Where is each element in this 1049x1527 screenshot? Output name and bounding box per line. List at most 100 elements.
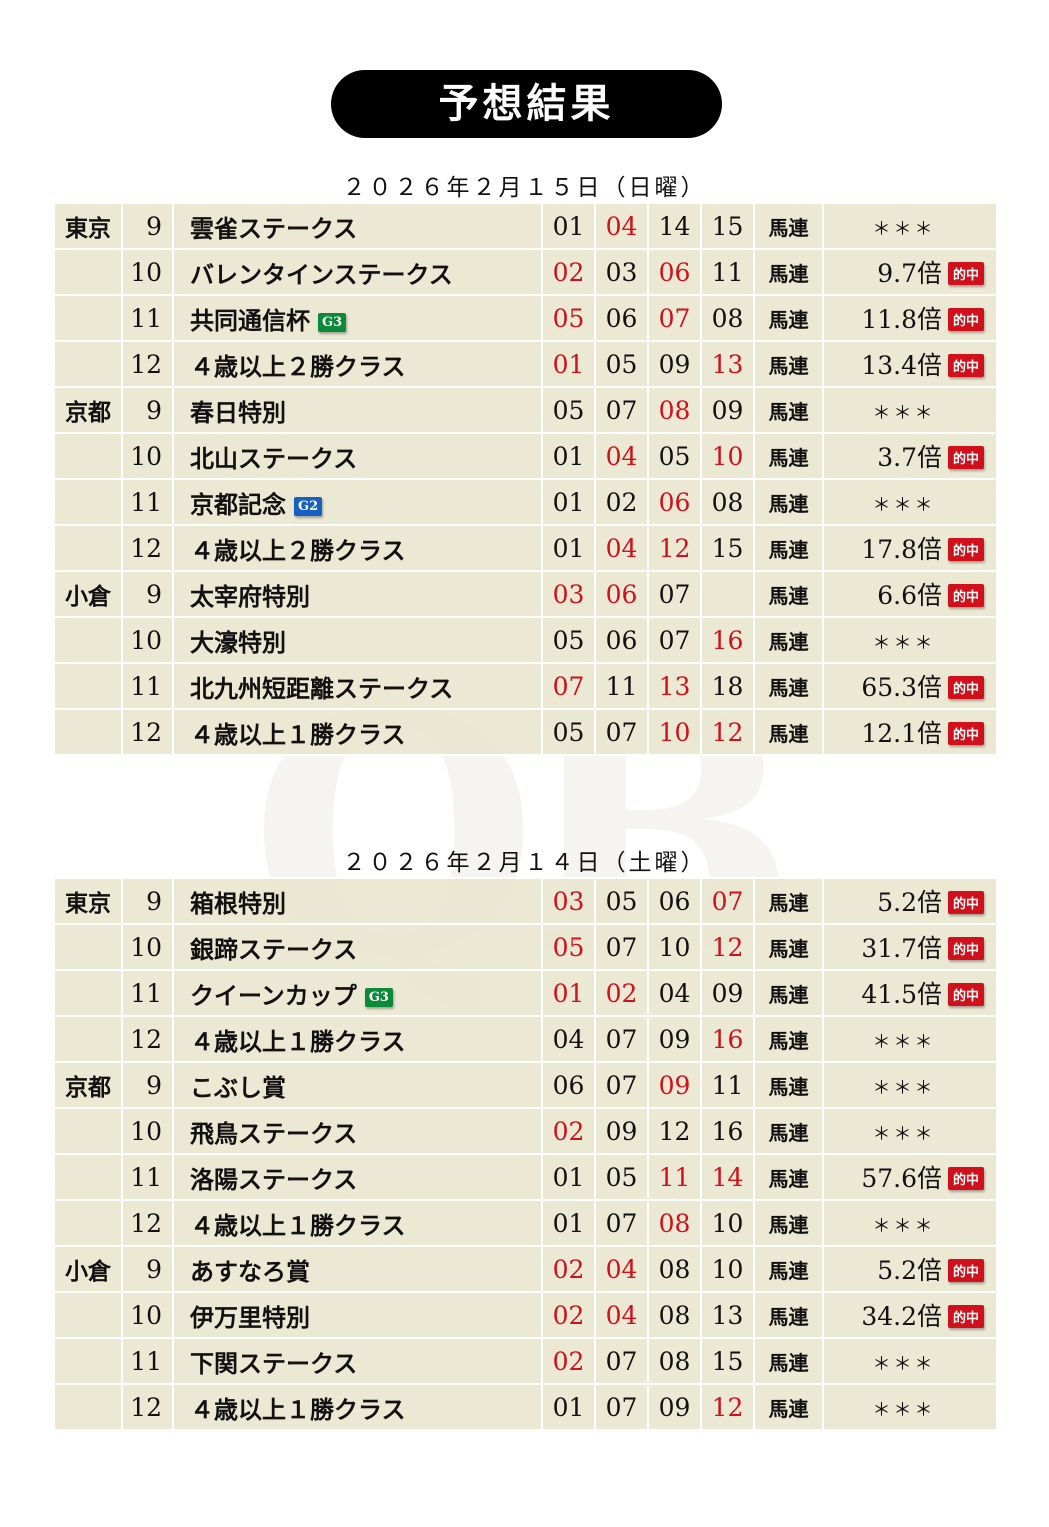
race-number: 10 bbox=[121, 432, 174, 480]
result-cell: ＊＊＊ bbox=[822, 1383, 998, 1431]
pick-number: 02 bbox=[541, 248, 596, 296]
result-cell: ＊＊＊ bbox=[822, 1061, 998, 1109]
payout: 5.2倍 bbox=[877, 888, 942, 917]
pick-number: 05 bbox=[594, 340, 649, 388]
race-number: 11 bbox=[121, 478, 174, 526]
pick-number: 14 bbox=[700, 1153, 755, 1201]
pick-number: 07 bbox=[594, 1383, 649, 1431]
venue-cell bbox=[53, 1107, 123, 1155]
race-name: バレンタインステークス bbox=[190, 259, 453, 289]
race-name-cell: クイーンカップ G3 bbox=[172, 969, 543, 1017]
pick-number: 02 bbox=[541, 1291, 596, 1339]
result-cell: ＊＊＊ bbox=[822, 1015, 998, 1063]
bet-type: 馬連 bbox=[753, 386, 824, 434]
payout: ＊＊＊ bbox=[872, 402, 936, 424]
pick-number: 07 bbox=[594, 1015, 649, 1063]
pick-number: 07 bbox=[647, 616, 702, 664]
race-number: 9 bbox=[121, 386, 174, 434]
pick-number: 06 bbox=[594, 616, 649, 664]
pick-number: 05 bbox=[541, 708, 596, 756]
pick-number: 01 bbox=[541, 1199, 596, 1247]
hit-badge: 的中 bbox=[947, 937, 984, 960]
bet-type: 馬連 bbox=[753, 1291, 824, 1339]
race-name-cell: こぶし賞 bbox=[172, 1061, 543, 1109]
venue-cell: 京都 bbox=[53, 386, 123, 434]
result-cell: 34.2倍 的中 bbox=[822, 1291, 998, 1339]
result-cell: ＊＊＊ bbox=[822, 202, 998, 250]
payout: 65.3倍 bbox=[861, 673, 942, 702]
race-name-cell: バレンタインステークス bbox=[172, 248, 543, 296]
payout: 17.8倍 bbox=[861, 535, 942, 564]
payout: ＊＊＊ bbox=[872, 1353, 936, 1375]
pick-number: 07 bbox=[594, 386, 649, 434]
result-cell: ＊＊＊ bbox=[822, 386, 998, 434]
pick-number: 09 bbox=[647, 1015, 702, 1063]
race-row: 小倉 9 あすなろ賞 02 04 08 10 馬連 5.2倍 的中 bbox=[53, 1245, 998, 1293]
payout: 13.4倍 bbox=[861, 351, 942, 380]
bet-type: 馬連 bbox=[753, 708, 824, 756]
race-row: 東京 9 雲雀ステークス 01 04 14 15 馬連 ＊＊＊ bbox=[53, 202, 998, 250]
race-row: 11 北九州短距離ステークス 07 11 13 18 馬連 65.3倍 的中 bbox=[53, 662, 998, 710]
pick-number: 04 bbox=[541, 1015, 596, 1063]
payout: 57.6倍 bbox=[861, 1164, 942, 1193]
race-name: 春日特別 bbox=[190, 397, 286, 427]
grade-badge: G3 bbox=[318, 312, 347, 332]
venue-cell bbox=[53, 662, 123, 710]
venue-cell bbox=[53, 1383, 123, 1431]
payout: ＊＊＊ bbox=[872, 1399, 936, 1421]
payout: ＊＊＊ bbox=[872, 218, 936, 240]
bet-type: 馬連 bbox=[753, 202, 824, 250]
payout: 9.7倍 bbox=[877, 259, 942, 288]
bet-type: 馬連 bbox=[753, 1015, 824, 1063]
race-row: 12 ４歳以上２勝クラス 01 05 09 13 馬連 13.4倍 的中 bbox=[53, 340, 998, 388]
race-number: 10 bbox=[121, 923, 174, 971]
race-number: 12 bbox=[121, 524, 174, 572]
pick-number: 06 bbox=[594, 570, 649, 618]
pick-number: 12 bbox=[647, 1107, 702, 1155]
result-cell: ＊＊＊ bbox=[822, 1199, 998, 1247]
race-number: 9 bbox=[121, 202, 174, 250]
race-name-cell: ４歳以上１勝クラス bbox=[172, 708, 543, 756]
pick-number: 02 bbox=[541, 1107, 596, 1155]
race-name-cell: 飛鳥ステークス bbox=[172, 1107, 543, 1155]
pick-number: 05 bbox=[541, 294, 596, 342]
payout: 5.2倍 bbox=[877, 1256, 942, 1285]
pick-number: 09 bbox=[647, 1383, 702, 1431]
race-name-cell: 北山ステークス bbox=[172, 432, 543, 480]
race-name-cell: 共同通信杯 G3 bbox=[172, 294, 543, 342]
race-name-cell: 北九州短距離ステークス bbox=[172, 662, 543, 710]
pick-number: 01 bbox=[541, 524, 596, 572]
result-cell: 11.8倍 的中 bbox=[822, 294, 998, 342]
pick-number: 09 bbox=[647, 340, 702, 388]
race-number: 12 bbox=[121, 1015, 174, 1063]
race-name: クイーンカップ bbox=[190, 980, 357, 1010]
race-name-cell: 銀蹄ステークス bbox=[172, 923, 543, 971]
race-row: 小倉 9 太宰府特別 03 06 07 馬連 6.6倍 的中 bbox=[53, 570, 998, 618]
race-row: 12 ４歳以上１勝クラス 05 07 10 12 馬連 12.1倍 的中 bbox=[53, 708, 998, 756]
hit-badge: 的中 bbox=[947, 1167, 984, 1190]
payout: 34.2倍 bbox=[861, 1302, 942, 1331]
pick-number: 10 bbox=[700, 432, 755, 480]
race-number: 9 bbox=[121, 570, 174, 618]
venue-cell: 東京 bbox=[53, 877, 123, 925]
race-number: 12 bbox=[121, 340, 174, 388]
pick-number: 08 bbox=[700, 294, 755, 342]
race-row: 10 バレンタインステークス 02 03 06 11 馬連 9.7倍 的中 bbox=[53, 248, 998, 296]
race-row: 京都 9 こぶし賞 06 07 09 11 馬連 ＊＊＊ bbox=[53, 1061, 998, 1109]
bet-type: 馬連 bbox=[753, 524, 824, 572]
venue-cell bbox=[53, 708, 123, 756]
pick-number: 07 bbox=[594, 923, 649, 971]
venue-cell bbox=[53, 478, 123, 526]
pick-number bbox=[700, 570, 755, 618]
pick-number: 12 bbox=[700, 923, 755, 971]
race-name: 京都記念 bbox=[190, 489, 286, 519]
hit-badge: 的中 bbox=[947, 308, 984, 331]
result-cell: 9.7倍 的中 bbox=[822, 248, 998, 296]
results-table-2: 東京 9 箱根特別 03 05 06 07 馬連 5.2倍 的中 10 銀蹄ステークス 05 07 10 12… bbox=[53, 877, 998, 1431]
hit-badge: 的中 bbox=[947, 722, 984, 745]
venue-cell bbox=[53, 1337, 123, 1385]
pick-number: 15 bbox=[700, 1337, 755, 1385]
pick-number: 03 bbox=[594, 248, 649, 296]
race-name: ４歳以上１勝クラス bbox=[190, 1394, 406, 1424]
